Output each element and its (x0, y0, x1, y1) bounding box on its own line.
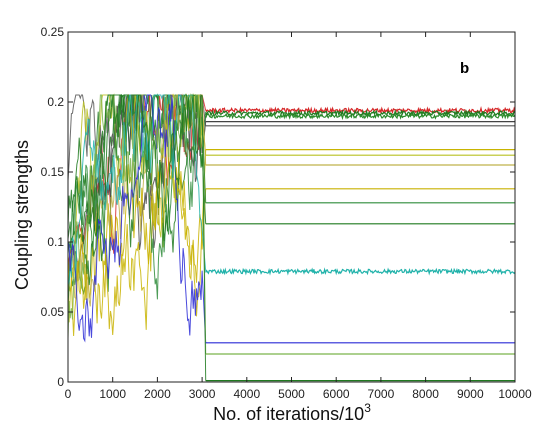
x-tick-label: 10000 (498, 387, 532, 401)
x-tick-label: 0 (65, 387, 72, 401)
transient-trace (67, 94, 207, 343)
steady-state-line (205, 267, 516, 276)
transient-trace (67, 121, 207, 337)
y-tick-label: 0 (57, 375, 64, 389)
x-axis-title: No. of iterations/103 (213, 401, 371, 424)
x-tick-label: 3000 (189, 387, 216, 401)
y-axis-ticks: 0 0.05 0.1 0.15 0.2 0.25 (41, 25, 515, 389)
x-tick-label: 4000 (233, 387, 260, 401)
transient-trace (67, 93, 207, 381)
steady-state-lines (205, 105, 516, 382)
x-tick-label: 9000 (457, 387, 484, 401)
transient-trace (67, 94, 207, 286)
steady-state-line (205, 105, 516, 115)
x-tick-label: 5000 (278, 387, 305, 401)
x-axis-ticks: 0 1000 2000 3000 4000 5000 6000 7000 8000 9000 100… (65, 32, 532, 401)
y-tick-label: 0.05 (41, 305, 65, 319)
y-tick-label: 0.2 (47, 95, 64, 109)
x-tick-label: 1000 (99, 387, 126, 401)
x-tick-label: 2000 (144, 387, 171, 401)
y-tick-label: 0.15 (41, 165, 65, 179)
transient-traces (67, 93, 207, 381)
x-tick-label: 7000 (368, 387, 395, 401)
x-axis-title-superscript: 3 (364, 401, 371, 415)
panel-label: b (460, 60, 469, 77)
transient-trace (67, 93, 207, 286)
y-tick-label: 0.1 (47, 235, 64, 249)
transient-trace (67, 93, 207, 323)
steady-state-line (205, 111, 516, 121)
x-tick-label: 8000 (412, 387, 439, 401)
y-tick-label: 0.25 (41, 25, 65, 39)
y-axis-title: Coupling strengths (12, 140, 32, 290)
x-axis-title-text: No. of iterations/10 (213, 404, 364, 424)
x-tick-label: 6000 (323, 387, 350, 401)
